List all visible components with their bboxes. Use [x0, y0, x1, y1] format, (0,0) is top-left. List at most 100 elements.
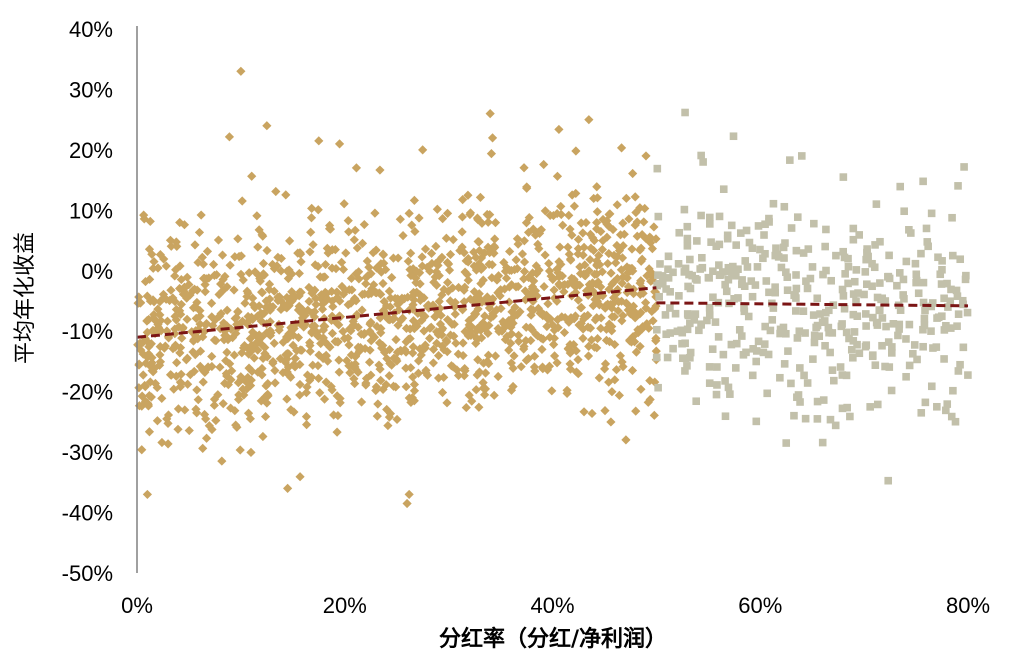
data-point	[378, 278, 388, 289]
data-point	[878, 314, 887, 322]
data-point	[521, 336, 531, 346]
data-point	[636, 256, 646, 266]
data-point	[641, 298, 651, 308]
data-point	[707, 238, 715, 246]
y-tick-label: -10%	[62, 319, 113, 344]
data-point	[861, 268, 870, 276]
data-point	[613, 306, 623, 316]
data-point	[584, 115, 594, 125]
data-point	[597, 244, 608, 255]
data-point	[587, 286, 598, 296]
data-point	[372, 263, 382, 273]
y-axis-title: 平均年化收益	[13, 232, 38, 364]
data-point	[559, 327, 570, 338]
data-point	[573, 234, 584, 245]
data-point	[477, 218, 487, 228]
data-point	[222, 347, 232, 357]
data-point	[838, 285, 847, 294]
data-point	[255, 276, 265, 286]
data-point	[367, 284, 377, 294]
data-point	[370, 287, 381, 298]
data-point	[648, 316, 658, 326]
data-point	[896, 306, 905, 314]
trendlines	[136, 286, 969, 339]
data-point	[335, 398, 345, 408]
data-point	[729, 132, 738, 141]
data-point	[521, 322, 531, 332]
data-point	[712, 242, 721, 250]
data-point	[596, 323, 606, 333]
data-point	[201, 414, 211, 424]
data-point	[919, 298, 928, 307]
data-point	[617, 278, 627, 288]
data-point	[344, 227, 354, 237]
data-point	[379, 296, 389, 307]
data-point	[584, 341, 594, 351]
data-point	[155, 310, 165, 320]
data-point	[341, 286, 351, 296]
data-point	[475, 192, 486, 202]
data-point	[176, 299, 186, 310]
data-point	[635, 278, 645, 288]
data-point	[876, 237, 884, 246]
data-point	[337, 281, 347, 292]
data-point	[346, 273, 357, 284]
data-point	[441, 335, 451, 345]
data-point	[448, 362, 458, 372]
data-point	[566, 313, 576, 323]
data-point	[721, 377, 729, 385]
x-axis-title: 分红率（分红/净利润）	[439, 626, 667, 652]
data-point	[523, 353, 534, 364]
data-point	[531, 261, 541, 271]
data-point	[395, 297, 406, 307]
data-point	[344, 340, 354, 350]
data-point	[609, 312, 620, 322]
data-point	[197, 252, 207, 262]
data-point	[282, 394, 292, 404]
data-point	[308, 360, 318, 370]
data-point	[650, 377, 660, 387]
data-point	[485, 247, 495, 257]
data-point	[312, 327, 322, 337]
data-point	[204, 421, 214, 431]
data-point	[940, 355, 948, 363]
data-point	[332, 427, 342, 437]
data-point	[182, 314, 192, 324]
data-point	[579, 311, 589, 322]
data-point	[199, 273, 210, 283]
data-point	[140, 276, 151, 287]
data-point	[730, 295, 738, 303]
data-point	[253, 367, 263, 377]
data-point	[450, 309, 460, 319]
data-point	[529, 276, 539, 286]
data-point	[314, 136, 324, 146]
data-point	[567, 230, 577, 240]
data-point	[190, 302, 201, 312]
data-point	[489, 390, 499, 400]
data-point	[527, 293, 537, 303]
data-point	[422, 370, 433, 380]
data-point	[463, 190, 473, 200]
data-point	[882, 322, 890, 331]
data-point	[623, 268, 633, 278]
data-point	[163, 418, 173, 428]
data-point	[270, 378, 280, 388]
data-point	[146, 339, 156, 349]
data-point	[905, 361, 914, 370]
data-point	[609, 293, 619, 303]
data-point	[471, 265, 481, 275]
data-point	[513, 330, 524, 340]
data-point	[922, 224, 931, 233]
data-point	[615, 230, 626, 240]
data-point	[844, 279, 852, 288]
data-point	[461, 402, 471, 413]
data-point	[235, 445, 245, 455]
data-point	[549, 339, 559, 350]
data-point	[173, 424, 183, 434]
data-point	[661, 311, 670, 319]
data-point	[304, 296, 314, 306]
data-point	[322, 293, 332, 304]
data-point	[443, 277, 453, 288]
data-point	[549, 333, 559, 343]
data-point	[391, 335, 401, 345]
